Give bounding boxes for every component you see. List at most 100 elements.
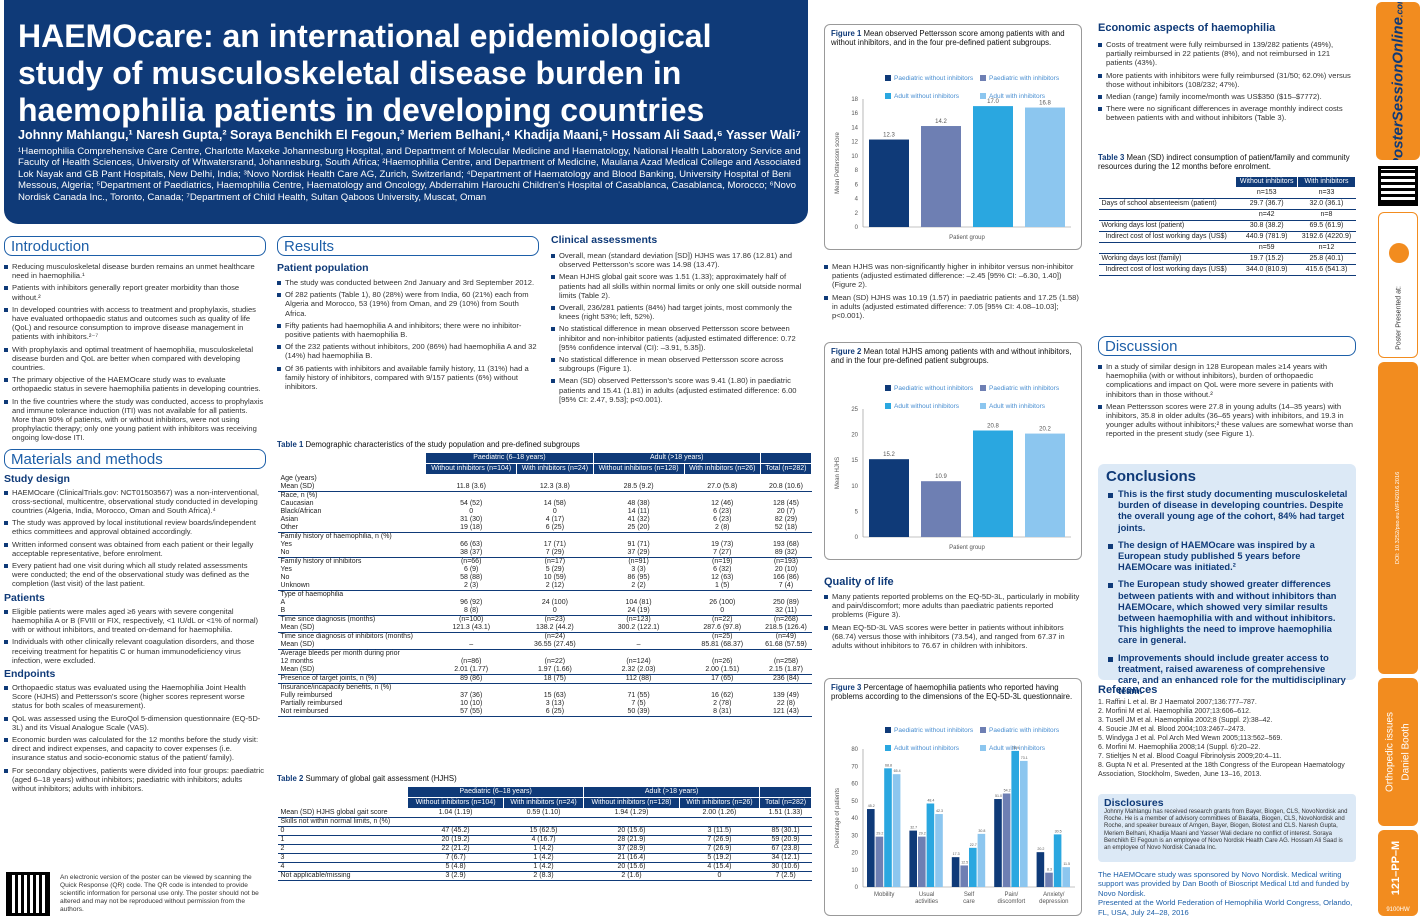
y-tick-label: 60: [851, 782, 858, 788]
topic-label: Orthopedic issues: [1384, 711, 1396, 793]
population-heading: Patient population: [277, 262, 369, 274]
data-label: 30.8: [978, 829, 985, 833]
legend-label: Adult with inhibitors: [989, 403, 1045, 410]
table-cell: 20 (19.2): [407, 835, 504, 845]
table-cell: 71 (55) 7 (5) 50 (39): [593, 683, 685, 717]
table-row: n=153 n=33: [1098, 187, 1356, 199]
bar: [1020, 760, 1028, 887]
table-row: Family history of inhibitors Yes No Unkn…: [277, 557, 812, 591]
econ-section: Economic aspects of haemophilia Costs of…: [1098, 22, 1356, 126]
qol-section: Quality of life Many patients reported p…: [824, 576, 1082, 653]
table-cell: 415.6 (541.3): [1297, 264, 1356, 276]
table-column-header: Total (n=282): [759, 463, 813, 475]
table-cell: 440.9 (781.9): [1235, 231, 1298, 243]
data-label: 14.2: [935, 119, 947, 125]
category-label: depression: [1039, 899, 1068, 905]
patients-heading: Patients: [4, 591, 45, 604]
data-label: 42.3: [936, 809, 943, 813]
econ-item: Costs of treatment were fully reimbursed…: [1098, 40, 1356, 68]
legend-item: Paediatric with inhibitors: [980, 75, 1075, 82]
table-column-header: With inhibitors (n=26): [683, 463, 761, 475]
y-tick-label: 2: [855, 211, 859, 217]
clinical-list: Overall, mean (standard deviation [SD]) …: [551, 251, 813, 404]
table-row: Average bleeds per month during prior 12…: [277, 649, 812, 675]
population-item: Of 36 patients with inhibitors and avail…: [277, 364, 539, 392]
table-row: Time since diagnosis (months) Mean (SD)(…: [277, 615, 812, 633]
y-axis-label: Percentage of patients: [835, 788, 841, 848]
discussion-list: In a study of similar design in 128 Euro…: [1098, 362, 1356, 439]
legend-swatch: [885, 745, 891, 752]
table-column-header: Without inhibitors: [1235, 176, 1298, 188]
table-cell: n=12: [1297, 242, 1356, 254]
bar: [1025, 107, 1065, 227]
table-cell: (n=22) 1.97 (1.66): [516, 649, 594, 675]
bar: [994, 799, 1002, 887]
disclosures-heading: Disclosures: [1104, 797, 1164, 809]
bar: [869, 459, 909, 537]
authors: Johnny Mahlangu,¹ Naresh Gupta,² Soraya …: [18, 128, 801, 142]
table-cell: Indirect cost of lost working days (US$): [1098, 264, 1236, 276]
table-cell: (n=23) 138.2 (44.2): [516, 615, 594, 633]
legend-item: Paediatric without inhibitors: [885, 385, 980, 392]
bar: [1002, 793, 1011, 887]
intro-item: Reducing musculoskeletal disease burden …: [4, 262, 266, 280]
table-cell: 250 (89) 32 (11): [760, 590, 812, 616]
hjhs-item: Mean (SD) HJHS was 10.19 (1.57) in paedi…: [824, 293, 1082, 321]
table-cell: (n=24) 36.55 (27.45): [516, 632, 594, 650]
conclusion-item: Improvements should include greater acce…: [1106, 653, 1348, 698]
intro-item: Patients with inhibitors generally repor…: [4, 283, 266, 302]
table-cell: n=33: [1297, 187, 1356, 199]
table-group-header: Adult (>18 years): [583, 786, 761, 798]
table-cell: 15 (63) 3 (13) 6 (25): [516, 683, 594, 717]
hjhs-list: Mean HJHS was non-significantly higher i…: [824, 262, 1082, 323]
table-cell: [759, 817, 812, 827]
table-cell: Mean (SD) HJHS global gait score: [277, 808, 408, 818]
table-cell: (n=66) 6 (9) 58 (88) 2 (3): [425, 557, 517, 591]
table-cell: 1 (4.2): [503, 844, 584, 854]
table-row: 2 22 (21.2) 1 (4.2) 37 (28.9) 7 (26.9) 67 (23…: [277, 844, 812, 854]
table-group-header: Adult (>18 years): [592, 452, 761, 464]
table-cell: 27.0 (5.8): [684, 474, 761, 492]
table-cell: 34 (12.1): [759, 853, 812, 863]
y-axis-label: Mean Pettersson score: [835, 131, 841, 193]
clinical-section: Clinical assessments Overall, mean (stan…: [551, 234, 813, 407]
category-label: care: [963, 899, 975, 905]
side-qr-code[interactable]: [1378, 166, 1418, 206]
presented-text: Presented at the World Federation of Hem…: [1098, 898, 1353, 917]
reference-item: 5. Windyga J et al. Pol Arch Med Wewn 20…: [1098, 735, 1283, 742]
reference-item: 1. Raffini L et al. Br J Haematol 2007;1…: [1098, 699, 1257, 706]
table-column-header: Total (n=282): [759, 797, 812, 809]
figure3-legend: Paediatric without inhibitors Paediatric …: [885, 719, 1075, 755]
legend-label: Adult with inhibitors: [989, 93, 1045, 100]
legend-item: Paediatric with inhibitors: [980, 727, 1075, 734]
table-cell: –: [425, 632, 517, 650]
table-cell: Family history of haemophilia, n (%) Yes…: [277, 532, 426, 558]
y-tick-label: 18: [851, 97, 858, 103]
endpoints-heading: Endpoints: [4, 667, 56, 680]
figure3: Figure 3 Percentage of haemophilia patie…: [824, 678, 1082, 916]
table-cell: 48 (38) 14 (11) 41 (32) 25 (20): [593, 491, 685, 533]
table-cell: 193 (68) 89 (32): [760, 532, 812, 558]
poster-title: HAEMOcare: an international epidemiologi…: [18, 18, 712, 128]
table-row: Working days lost (patient) 30.8 (38.2) 69…: [1098, 220, 1356, 232]
table-row: 1 20 (19.2) 4 (16.7) 28 (21.9) 7 (26.9) 59 (2…: [277, 835, 812, 845]
data-label: 65.4: [894, 769, 901, 773]
qr-code[interactable]: [6, 872, 50, 916]
brand-tab[interactable]: PosterSessionOnline.com: [1376, 2, 1420, 160]
table-row: Type of haemophilia A B 96 (92) 8 (8) 24…: [277, 590, 812, 616]
table-cell: Race, n (%) Caucasian Black/African Asia…: [277, 491, 426, 533]
qol-heading: Quality of life: [824, 576, 894, 588]
bar: [951, 857, 960, 887]
intro-item: In the five countries where the study wa…: [4, 397, 266, 443]
table-cell: 2: [277, 844, 408, 854]
legend-label: Paediatric without inhibitors: [894, 385, 974, 392]
y-tick-label: 20: [851, 433, 858, 439]
table-cell: Time since diagnosis of inhibitors (mont…: [277, 632, 426, 650]
legend-item: Adult without inhibitors: [885, 403, 980, 410]
table-cell: 59 (20.9): [759, 835, 812, 845]
table-cell: (n=268) 218.5 (126.4): [760, 615, 812, 633]
design-item: HAEMOcare (ClinicalTrials.gov: NCT015035…: [4, 488, 266, 516]
table-row: 0 47 (45.2) 15 (62.5) 20 (15.6) 3 (11.5) 85 (…: [277, 826, 812, 836]
table-cell: 1 (4.2): [503, 862, 584, 872]
y-axis-label: Mean HJHS: [835, 457, 841, 489]
